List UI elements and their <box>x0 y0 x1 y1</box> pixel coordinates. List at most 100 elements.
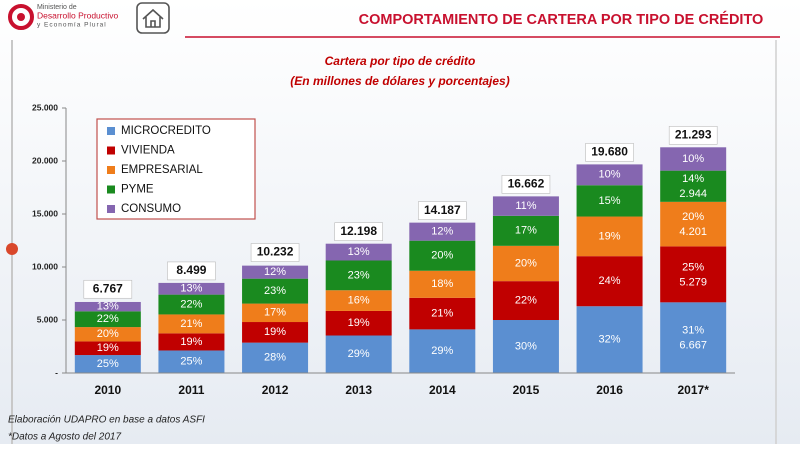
bar-segment <box>242 278 309 304</box>
share-label: 24% <box>599 275 621 287</box>
y-tick-label: - <box>55 367 58 377</box>
bar-segment <box>492 281 559 321</box>
share-label: 13% <box>348 246 370 258</box>
bar-segment <box>325 260 392 291</box>
bar-segment <box>576 185 643 217</box>
bar-segment <box>325 310 392 336</box>
legend-label: VIVIENDA <box>121 145 175 157</box>
y-tick-label: 10.000 <box>32 261 58 271</box>
bar-segment <box>409 240 476 271</box>
x-tick-label: 2014 <box>429 383 456 397</box>
bar-segment <box>660 201 727 247</box>
bar-segment <box>660 170 727 202</box>
total-box <box>167 261 216 281</box>
bar-segment <box>74 301 141 312</box>
bar-segment <box>576 164 643 186</box>
share-label: 25% <box>180 356 202 368</box>
total-label: 19.680 <box>591 145 628 159</box>
bar-segment <box>409 329 476 373</box>
legend-label: CONSUMO <box>121 203 181 215</box>
bar-segment <box>74 327 141 342</box>
x-tick-label: 2011 <box>178 383 204 397</box>
legend-swatch <box>107 185 115 194</box>
x-tick-label: 2017* <box>678 383 710 397</box>
share-label: 20% <box>97 328 119 340</box>
total-label: 10.232 <box>257 245 294 259</box>
bar-segment <box>242 322 309 343</box>
note: Elaboración UDAPRO en base a datos ASFI <box>8 415 205 426</box>
logo <box>17 13 25 21</box>
total-box <box>334 222 383 242</box>
bar-segment <box>660 246 727 303</box>
legend-label: EMPRESARIAL <box>121 164 203 176</box>
chart-subtitle: (En millones de dólares y porcentajes) <box>290 74 509 88</box>
x-tick-label: 2012 <box>262 383 289 397</box>
ministry-line: y Economía Plural <box>37 22 107 29</box>
side-dot <box>6 243 18 255</box>
share-label: 17% <box>264 307 286 319</box>
total-label: 8.499 <box>176 263 206 277</box>
bar-segment <box>158 333 225 351</box>
share-label: 12% <box>431 226 453 238</box>
total-label: 14.187 <box>424 203 461 217</box>
share-label: 19% <box>348 317 370 329</box>
legend-label: PYME <box>121 184 154 196</box>
ministry-line: Desarrollo Productivo <box>37 10 119 20</box>
share-label: 18% <box>431 278 453 290</box>
share-label: 28% <box>264 352 286 364</box>
share-label: 10% <box>599 169 621 181</box>
x-tick-label: 2013 <box>345 383 372 397</box>
bar-segment <box>158 350 225 373</box>
total-box <box>418 201 467 220</box>
legend-swatch <box>107 205 115 213</box>
bar-segment <box>74 311 141 328</box>
bar-segment <box>492 245 559 282</box>
bar-segment <box>242 342 309 373</box>
bar-segment <box>492 215 559 246</box>
bar-segment <box>325 243 392 261</box>
bar-segment <box>409 270 476 298</box>
share-label: 13% <box>180 283 202 295</box>
share-label: 22% <box>180 298 202 310</box>
share-label: 32% <box>599 334 621 346</box>
slide-title: COMPORTAMIENTO DE CARTERA POR TIPO DE CR… <box>359 11 764 28</box>
bar-segment <box>242 303 309 323</box>
share-label: 19% <box>264 326 286 338</box>
y-tick-label: 20.000 <box>32 155 58 165</box>
legend-swatch <box>107 146 115 155</box>
legend-box <box>96 118 256 220</box>
share-label: 16% <box>348 294 370 306</box>
bar-segment <box>492 196 559 216</box>
bar-segment <box>409 222 476 241</box>
legend-swatch <box>107 127 115 135</box>
value-label: 6.667 <box>679 340 707 352</box>
legend-swatch <box>107 166 115 174</box>
share-label: 21% <box>431 308 453 320</box>
bar-segment <box>74 341 141 356</box>
x-tick-label: 2010 <box>94 383 121 397</box>
legend-label: MICROCREDITO <box>121 125 211 137</box>
share-label: 17% <box>515 225 537 237</box>
share-label: 19% <box>599 230 621 242</box>
total-box <box>83 279 133 299</box>
bar-segment <box>74 355 141 373</box>
share-label: 13% <box>97 301 119 313</box>
value-label: 4.201 <box>679 226 707 238</box>
share-label: 20% <box>431 250 453 262</box>
total-label: 6.767 <box>93 281 123 295</box>
value-label: 2.944 <box>679 188 707 200</box>
home-icon[interactable] <box>136 2 170 34</box>
y-tick-label: 5.000 <box>37 314 59 324</box>
share-label: 20% <box>682 211 704 223</box>
bar-segment <box>325 290 392 311</box>
chart-title: Cartera por tipo de crédito <box>325 54 476 68</box>
share-label: 31% <box>682 325 704 337</box>
bar-segment <box>492 320 559 373</box>
bar-segment <box>660 302 727 373</box>
y-tick-label: 25.000 <box>32 102 58 112</box>
share-label: 21% <box>180 318 202 330</box>
share-label: 11% <box>515 200 536 212</box>
total-label: 21.293 <box>675 127 712 141</box>
